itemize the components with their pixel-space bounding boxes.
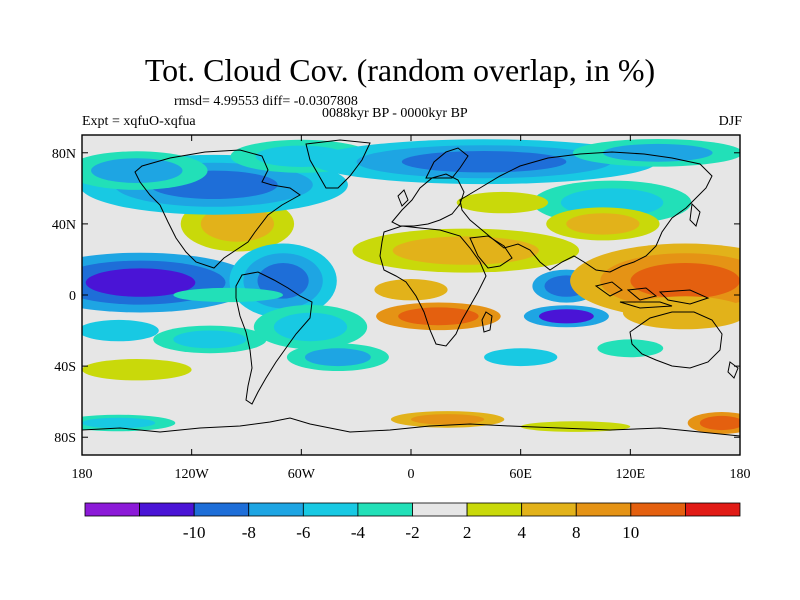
colorbar-swatch (193, 502, 250, 517)
season-label: DJF (718, 114, 742, 129)
colorbar: -10 -8 -6 -4 -2 2 4 8 10 (84, 502, 741, 542)
anomaly-patch (273, 312, 348, 342)
y-tick-label: 0 (69, 289, 76, 304)
anomaly-patch (603, 143, 713, 162)
colorbar-swatch (302, 502, 359, 517)
anomaly-patch (630, 263, 740, 299)
colorbar-swatch (521, 502, 577, 517)
colorbar-label: 2 (463, 523, 472, 542)
colorbar-swatch (357, 502, 413, 517)
anomaly-patch (566, 213, 640, 235)
anomaly-patch (699, 415, 740, 431)
anomaly-patch (82, 417, 156, 429)
experiment-label: Expt = xqfuO-xqfua (82, 114, 196, 129)
colorbar-swatch (84, 502, 140, 517)
colorbar-label: 10 (622, 523, 639, 542)
colorbar-label: -2 (405, 523, 419, 542)
anomaly-patch (82, 319, 159, 342)
anomaly-patch (257, 263, 309, 299)
time-period: 0088kyr BP - 0000kyr BP (322, 106, 468, 121)
x-tick-label: 120W (175, 467, 210, 482)
colorbar-label: -10 (183, 523, 206, 542)
colorbar-swatch (685, 502, 741, 517)
map-title: Tot. Cloud Cov. (random overlap, in %) (144, 52, 656, 88)
colorbar-swatch (466, 502, 523, 517)
anomaly-patch (392, 236, 539, 265)
anomaly-patch (456, 191, 549, 214)
colorbar-swatch (630, 502, 686, 517)
anomaly-patch (539, 309, 594, 324)
anomaly-patch (484, 348, 558, 367)
anomaly-patch (411, 414, 485, 425)
anomaly-patch (82, 359, 192, 381)
y-tick-label: 40S (54, 360, 76, 375)
anomaly-patch (173, 330, 247, 349)
colorbar-label: -6 (296, 523, 310, 542)
x-tick-label: 120E (616, 467, 646, 482)
anomaly-patch (200, 206, 274, 242)
colorbar-swatch (412, 502, 468, 517)
anomaly-patch (173, 287, 283, 303)
x-tick-label: 60E (509, 467, 532, 482)
coastlines (82, 139, 740, 437)
colorbar-swatch (575, 502, 632, 517)
colorbar-swatch (139, 502, 195, 517)
colorbar-label: 4 (517, 523, 526, 542)
anomaly-patch (401, 151, 567, 173)
colorbar-swatch (248, 502, 304, 517)
x-tick-label: 180 (730, 467, 751, 482)
rmsd-diff-stats: rmsd= 4.99553 diff= -0.0307808 (174, 94, 358, 109)
y-tick-label: 40N (52, 218, 76, 233)
map-axes: 80N 40N 0 40S 80S 180 120W 60W 0 60E 120E 180 (52, 135, 751, 482)
anomaly-patch (398, 307, 479, 326)
x-tick-label: 60W (288, 467, 316, 482)
x-tick-label: 0 (408, 467, 415, 482)
colorbar-label: -4 (351, 523, 366, 542)
anomaly-patch (305, 348, 371, 367)
x-tick-label: 180 (72, 467, 93, 482)
anomaly-patch (645, 302, 726, 324)
anomaly-patch (597, 339, 664, 358)
y-tick-label: 80S (54, 431, 76, 446)
colorbar-label: -8 (242, 523, 256, 542)
colorbar-label: 8 (572, 523, 581, 542)
y-tick-label: 80N (52, 147, 76, 162)
anomaly-patch (85, 268, 196, 297)
